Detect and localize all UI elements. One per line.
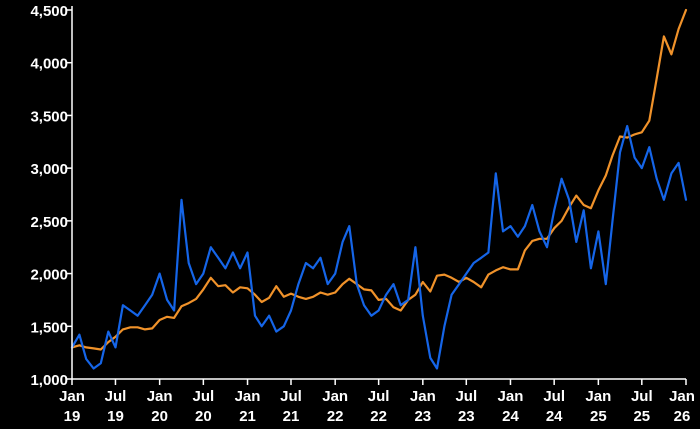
x-tick-year: 25 [633, 408, 650, 425]
axis-layer [71, 6, 686, 380]
x-tick-month: Jul [280, 388, 302, 405]
x-tick-month: Jul [631, 388, 653, 405]
x-tick-year: 24 [546, 408, 563, 425]
y-tick-label: 3,500 [30, 108, 68, 125]
series-layer [70, 8, 688, 370]
y-tick-label: 1,000 [30, 372, 68, 389]
x-tick-month: Jan [669, 388, 695, 405]
x-tick-month: Jul [193, 388, 215, 405]
y-tick-label: 2,500 [30, 214, 68, 231]
x-tick-year: 24 [502, 408, 519, 425]
x-tick-year: 22 [370, 408, 387, 425]
x-tick-year: 22 [327, 408, 344, 425]
x-tick-year: 19 [64, 408, 81, 425]
y-tick-label: 2,000 [30, 267, 68, 284]
x-tick-year: 19 [107, 408, 124, 425]
x-tick-month: Jan [585, 388, 611, 405]
x-tick-year: 20 [151, 408, 168, 425]
x-tick-year: 21 [283, 408, 300, 425]
y-tick-labels: 1,000 1,500 2,000 2,500 3,000 3,500 4,000 4,500 [30, 3, 72, 389]
x-tick-year: 23 [414, 408, 431, 425]
x-tick-month: Jan [498, 388, 524, 405]
y-tick-label: 3,000 [30, 161, 68, 178]
x-tick-month: Jan [235, 388, 261, 405]
x-tick-year: 20 [195, 408, 212, 425]
y-tick-label: 1,500 [30, 319, 68, 336]
x-tick-month: Jul [543, 388, 565, 405]
x-tick-month: Jan [410, 388, 436, 405]
series-line-2 [70, 124, 688, 370]
y-tick-label: 4,500 [30, 3, 68, 20]
x-tick-month: Jan [147, 388, 173, 405]
series-line-1 [70, 8, 688, 351]
y-tick-label: 4,000 [30, 56, 68, 73]
x-tick-year: 25 [590, 408, 607, 425]
x-tick-month: Jan [322, 388, 348, 405]
x-tick-labels: Jan 19 Jul 19 Jan 20 Jul 20 Jan 21 Jul 21 Jan 22 Jul 22… [59, 379, 695, 425]
x-tick-month: Jul [368, 388, 390, 405]
x-tick-month: Jul [455, 388, 477, 405]
x-tick-year: 21 [239, 408, 256, 425]
x-tick-year: 26 [674, 408, 691, 425]
x-tick-year: 23 [458, 408, 475, 425]
x-tick-month: Jan [59, 388, 85, 405]
x-tick-month: Jul [105, 388, 127, 405]
